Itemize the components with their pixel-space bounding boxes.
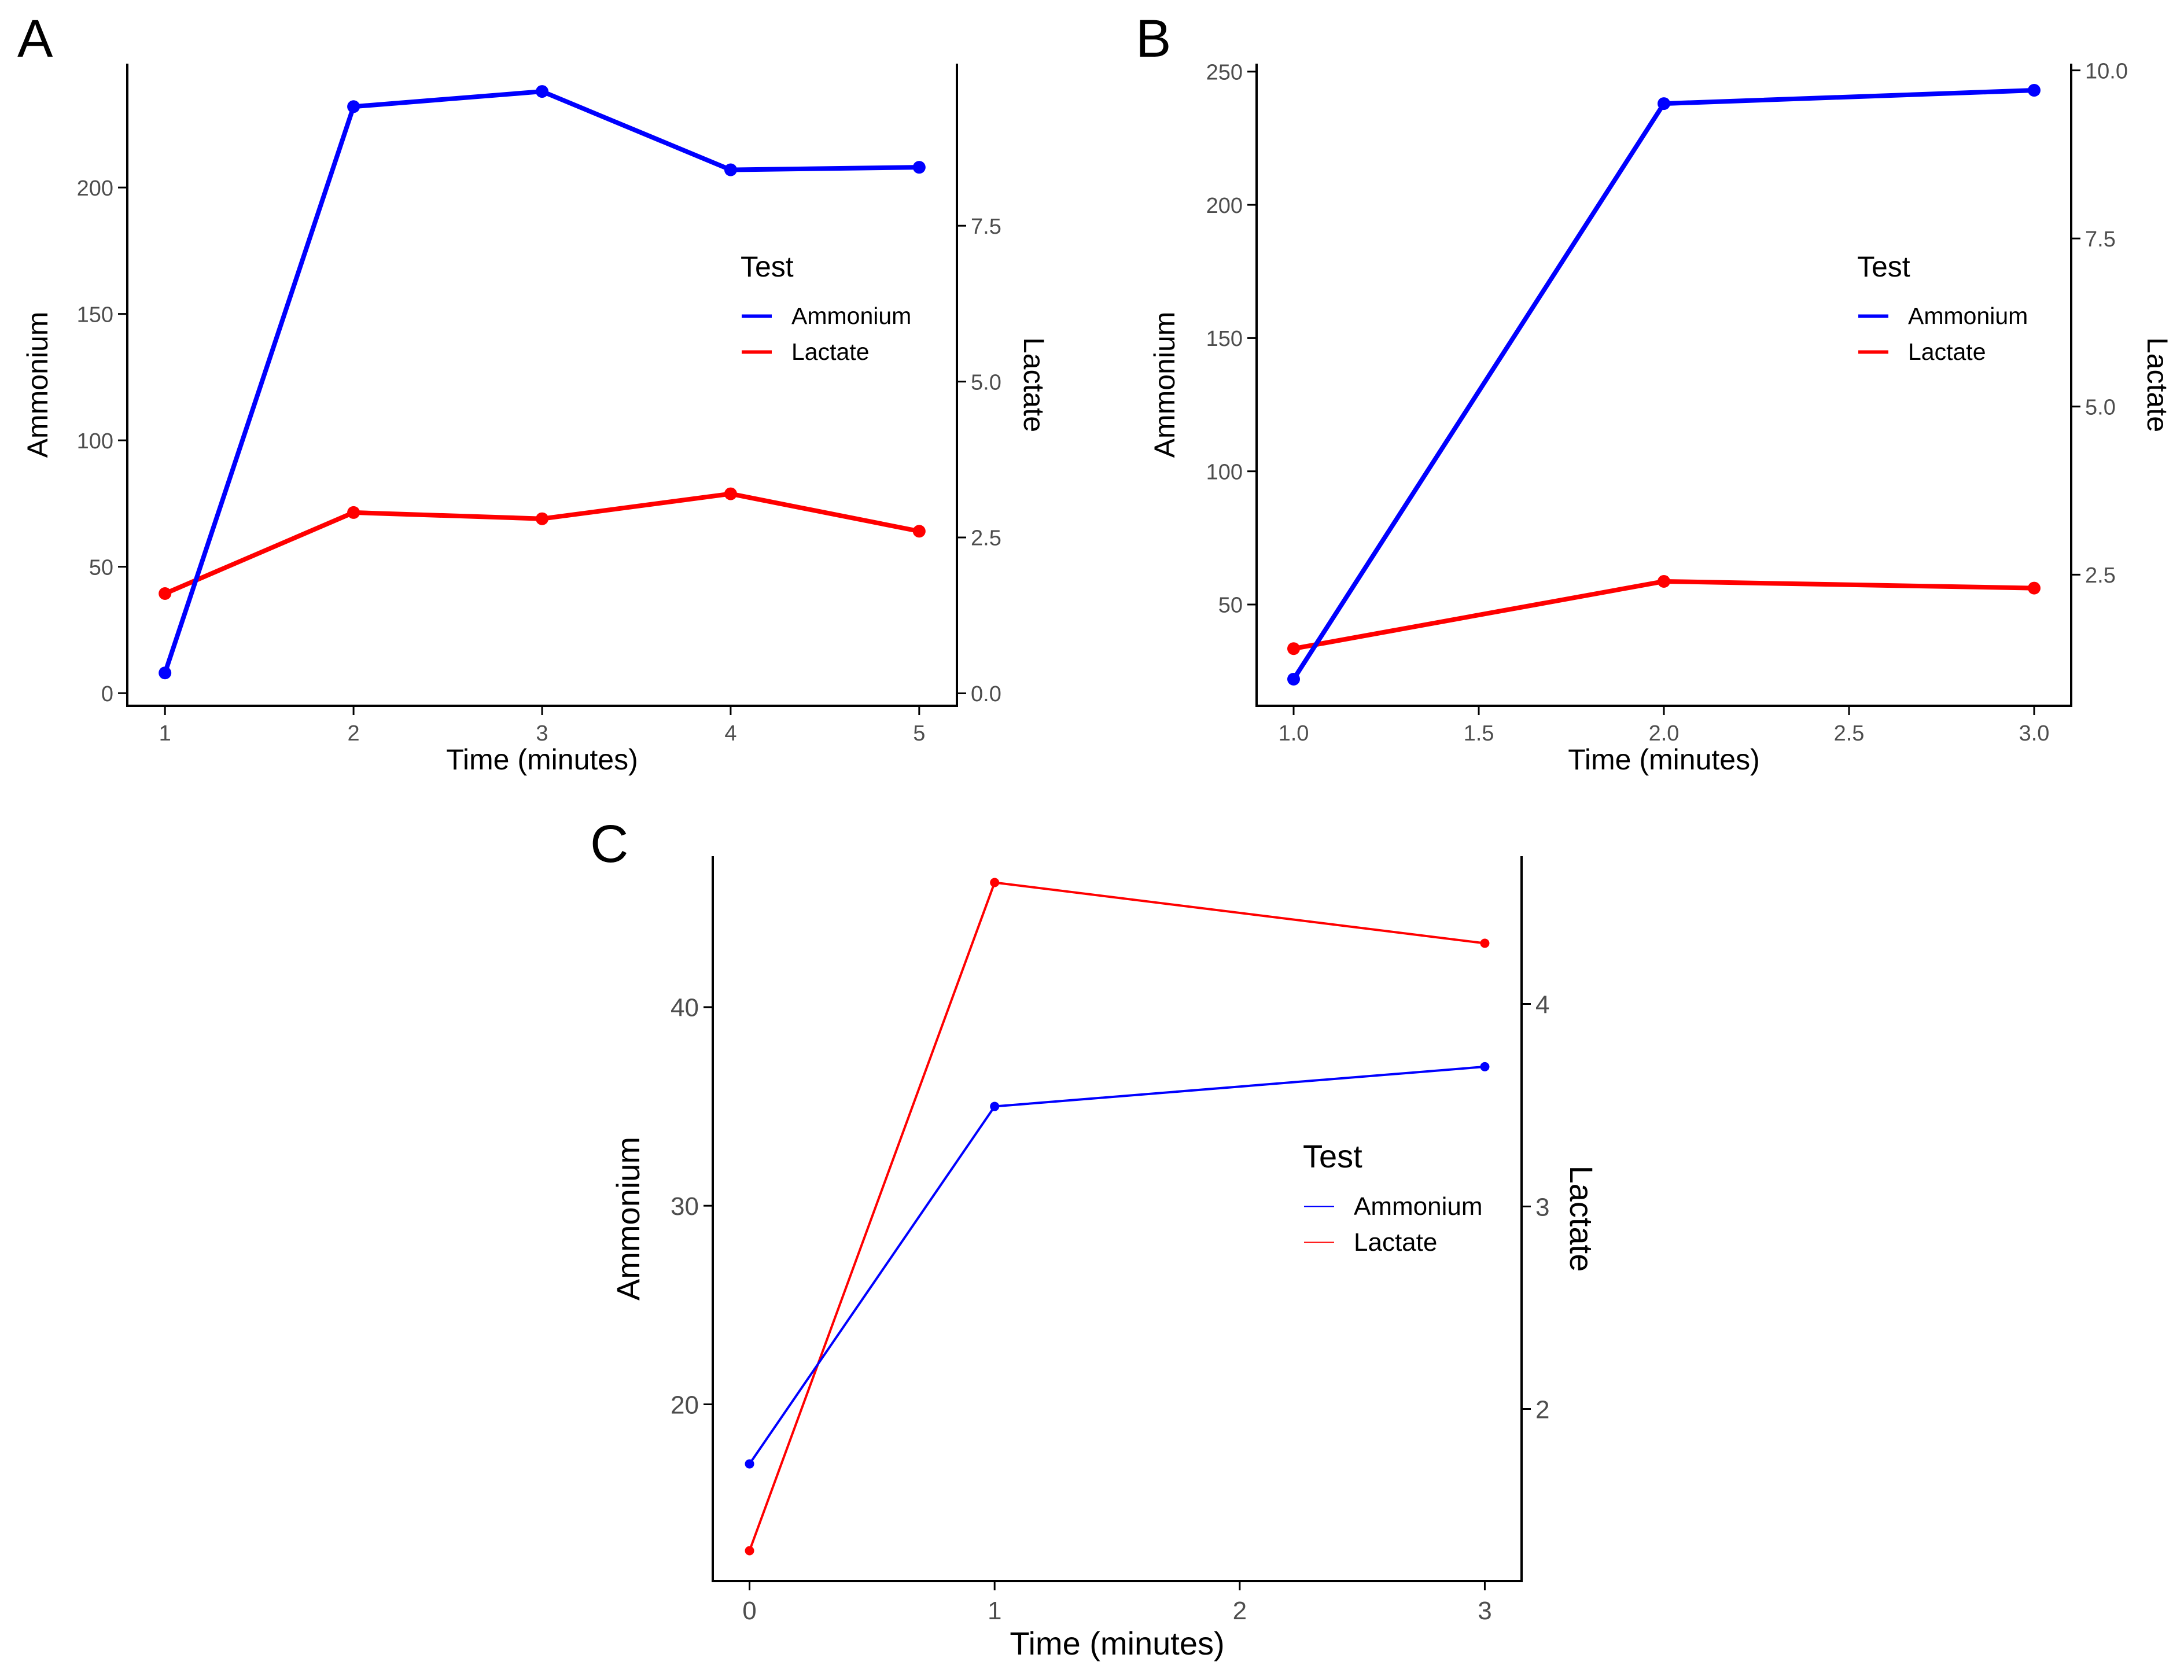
panel-c-x-axis-title: Time (minutes) (1010, 1625, 1224, 1661)
panel-c-y-tick-label: 20 (671, 1391, 699, 1419)
panel-b-y-tick-label: 150 (1206, 327, 1243, 351)
panel-a-y2-tick-label: 7.5 (971, 215, 1001, 239)
panel-a-ammonium-point (724, 163, 737, 176)
chart-panel-b: 1.0 1.5 2.0 2.5 3.0 50 100 150 200 250 2.5 5.0 7.5 10… (1148, 59, 2174, 776)
panel-b-lactate-point (1658, 574, 1670, 588)
panel-b-lactate-point (2028, 581, 2041, 595)
panel-c-ammonium-point (1480, 1062, 1490, 1071)
panel-a-lactate-point (912, 525, 926, 538)
panel-b-legend-label-ammonium: Ammonium (1908, 303, 2028, 329)
panel-c-legend-label-ammonium: Ammonium (1354, 1192, 1483, 1221)
panel-b-ammonium-point (1287, 672, 1300, 686)
panel-a-x-tick-label: 2 (348, 721, 360, 746)
panel-a-y2-tick-label: 0.0 (971, 682, 1001, 706)
panel-b-ammonium-point (1658, 97, 1670, 110)
panel-a-ammonium-point (347, 100, 360, 113)
panel-a-x-tick-label: 3 (536, 721, 548, 746)
panel-a-ammonium-point (912, 161, 926, 174)
panel-a-x-axis-title: Time (minutes) (446, 743, 638, 776)
panel-a-y2-axis-title: Lactate (1018, 337, 1050, 432)
panel-c-y-tick-label: 30 (671, 1192, 699, 1221)
panel-b-legend-title: Test (1857, 250, 1910, 283)
panel-a-y-tick-label: 0 (101, 682, 113, 706)
panel-b-y2-tick-label: 2.5 (2085, 563, 2116, 588)
panel-b-x-tick-label: 1.5 (1464, 721, 1494, 746)
panel-a-x-tick-label: 1 (159, 721, 171, 746)
panel-a-y-tick-label: 200 (77, 176, 113, 201)
panel-c-x-tick-label: 0 (742, 1597, 756, 1625)
panel-b-y-tick-label: 100 (1206, 460, 1243, 484)
panel-b-y-tick-label: 250 (1206, 60, 1243, 84)
panel-b-x-tick-label: 2.0 (1649, 721, 1680, 746)
panel-b-x-axis-title: Time (minutes) (1568, 743, 1760, 776)
panel-a-y-tick-label: 50 (89, 555, 113, 580)
panel-b-lactate-point (1287, 642, 1300, 655)
panel-a-legend-label-lactate: Lactate (791, 338, 870, 365)
panel-b-y-tick-label: 200 (1206, 194, 1243, 218)
panel-c-legend-title: Test (1303, 1138, 1362, 1174)
panel-label-b: B (1136, 9, 1171, 68)
panel-c-y-tick-label: 40 (671, 994, 699, 1022)
panel-b-x-tick-label: 3.0 (2019, 721, 2050, 746)
panel-a-x-tick-label: 5 (913, 721, 925, 746)
panel-c-ammonium-point (990, 1101, 1000, 1111)
panel-b-x-tick-label: 2.5 (1834, 721, 1865, 746)
panel-c-y-axis-title: Ammonium (610, 1137, 646, 1300)
panel-c-y2-tick-label: 2 (1535, 1395, 1549, 1424)
panel-c-ammonium-point (745, 1459, 754, 1469)
panel-a-legend-title: Test (741, 250, 794, 283)
panel-a-y-tick-label: 150 (77, 303, 113, 327)
panel-b-y2-axis-title: Lactate (2141, 337, 2174, 432)
panel-a-lactate-point (347, 506, 360, 519)
panel-c-lactate-point (1480, 938, 1490, 948)
panel-a-y2-tick-label: 5.0 (971, 370, 1001, 395)
panel-a-ammonium-point (159, 666, 172, 680)
chart-panel-c: 0 1 2 3 20 30 40 2 3 4 Time (minutes) Ammonium Lacta… (610, 856, 1600, 1661)
panel-c-lactate-point (745, 1546, 754, 1556)
panel-label-c: C (590, 815, 628, 874)
panel-a-legend-label-ammonium: Ammonium (791, 303, 911, 329)
panel-b-y-axis-title: Ammonium (1148, 312, 1181, 458)
panel-a-x-tick-label: 4 (724, 721, 736, 746)
panel-a-y2-tick-label: 2.5 (971, 526, 1001, 551)
panel-c-x-tick-label: 3 (1478, 1597, 1491, 1625)
panel-a-lactate-point (536, 512, 548, 525)
panel-b-x-tick-label: 1.0 (1279, 721, 1309, 746)
panel-c-lactate-point (990, 878, 1000, 887)
panel-b-y2-tick-label: 10.0 (2085, 59, 2128, 83)
panel-b-legend-label-lactate: Lactate (1908, 338, 1986, 365)
panel-c-y2-tick-label: 4 (1535, 990, 1549, 1019)
panel-b-y2-tick-label: 5.0 (2085, 395, 2116, 419)
panel-label-a: A (17, 9, 53, 68)
panel-b-y2-tick-label: 7.5 (2085, 227, 2116, 252)
panel-c-y2-axis-title: Lactate (1563, 1166, 1600, 1272)
panel-a-y-axis-title: Ammonium (21, 312, 54, 458)
panel-c-x-tick-label: 2 (1233, 1597, 1247, 1625)
panel-a-lactate-point (724, 487, 737, 500)
panel-c-legend-label-lactate: Lactate (1354, 1228, 1437, 1257)
panel-a-lactate-point (159, 587, 172, 600)
panel-c-y2-tick-label: 3 (1535, 1193, 1549, 1221)
panel-a-y-tick-label: 100 (77, 429, 113, 454)
panel-c-x-tick-label: 1 (988, 1597, 1001, 1625)
panel-a-ammonium-point (536, 85, 548, 98)
panel-b-ammonium-point (2028, 84, 2041, 97)
panel-b-y-tick-label: 50 (1218, 594, 1243, 618)
